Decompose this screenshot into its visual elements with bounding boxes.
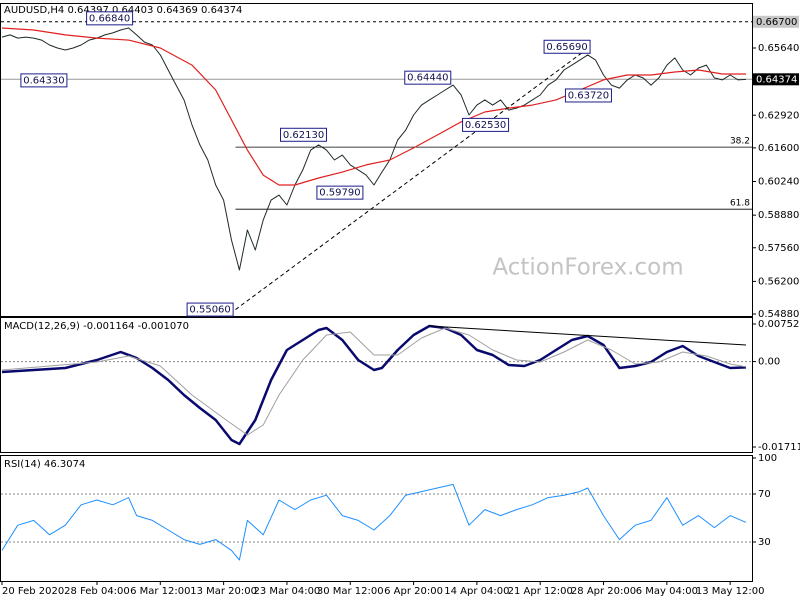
y-tick-label: 0.60240	[758, 177, 799, 188]
annotation-box	[186, 302, 234, 317]
rsi-frame	[0, 455, 753, 582]
panel-title: AUDUSD,H4 0.64397 0.64403 0.64369 0.6437…	[4, 5, 242, 16]
annotation-label: 0.62530	[465, 120, 506, 131]
x-tick-label: 28 Apr 20:00	[571, 586, 636, 597]
x-tick-label: 6 Mar 12:00	[130, 586, 190, 597]
annotation-box	[280, 127, 328, 142]
annotation-label: 0.59790	[319, 188, 360, 199]
y-tick-label: 0.54880	[758, 309, 799, 320]
annotation-label: 0.66840	[89, 13, 130, 24]
fib-label: 61.8	[730, 199, 750, 209]
annotation-label: 0.55060	[189, 305, 230, 316]
annotation-label: 0.64330	[23, 75, 64, 86]
y-tick-label: 0.65640	[758, 43, 799, 54]
panel-title: RSI(14) 46.3074	[4, 459, 85, 470]
x-tick-label: 6 May 04:00	[636, 586, 698, 597]
annotation-box	[564, 88, 612, 103]
annotation-box	[316, 185, 364, 200]
x-tick-label: 30 Mar 12:00	[317, 586, 384, 597]
annotation-box	[543, 39, 591, 54]
price-label-box	[753, 15, 799, 28]
x-tick-label: 13 Mar 20:00	[190, 586, 257, 597]
y-tick-label: -0.017112	[758, 442, 800, 453]
series-line	[1, 483, 747, 561]
x-tick-label: 20 Feb 2020	[2, 586, 64, 597]
annotation-box	[462, 117, 510, 132]
series-line	[1, 324, 747, 446]
price-label: 0.64374	[756, 74, 797, 85]
annotation-label: 0.64440	[407, 73, 448, 84]
annotation-label: 0.62130	[283, 130, 324, 141]
annotation-label: 0.63720	[568, 90, 609, 101]
y-tick-label: 0.007526	[758, 319, 800, 330]
annotation-box	[404, 70, 452, 85]
price-frame	[0, 3, 753, 317]
series-line	[1, 27, 747, 271]
annotation-box	[86, 11, 134, 26]
series-line	[1, 27, 746, 186]
y-tick-label: 0.00	[758, 357, 780, 368]
x-tick-label: 6 Apr 20:00	[384, 586, 443, 597]
panel-title: MACD(12,26,9) -0.001164 -0.001070	[4, 321, 189, 332]
annotation-label: 0.65690	[546, 42, 587, 53]
price-label: 0.66700	[756, 17, 797, 28]
y-tick-label: 100	[758, 453, 777, 464]
y-tick-label: 0.62920	[758, 110, 799, 121]
price-label-box	[753, 73, 799, 86]
y-tick-label: 0.57560	[758, 243, 799, 254]
x-tick-label: 14 Apr 04:00	[444, 586, 509, 597]
x-tick-label: 23 Mar 04:00	[254, 586, 321, 597]
series-line	[1, 327, 747, 436]
x-tick-label: 28 Feb 04:00	[64, 586, 130, 597]
annotation-box	[20, 73, 68, 88]
y-tick-label: 70	[758, 489, 771, 500]
fib-label: 38.2	[730, 137, 750, 147]
y-tick-label: 0.56200	[758, 276, 799, 287]
y-tick-label: 30	[758, 537, 771, 548]
x-tick-label: 21 Apr 12:00	[508, 586, 573, 597]
x-tick-label: 13 May 12:00	[696, 586, 765, 597]
y-tick-label: 0.61600	[758, 143, 799, 154]
macd-frame	[0, 317, 753, 453]
y-tick-label: 0.58880	[758, 210, 799, 221]
trend-line	[429, 325, 747, 346]
trend-line	[235, 46, 591, 310]
watermark: ActionForex.com	[492, 255, 683, 281]
